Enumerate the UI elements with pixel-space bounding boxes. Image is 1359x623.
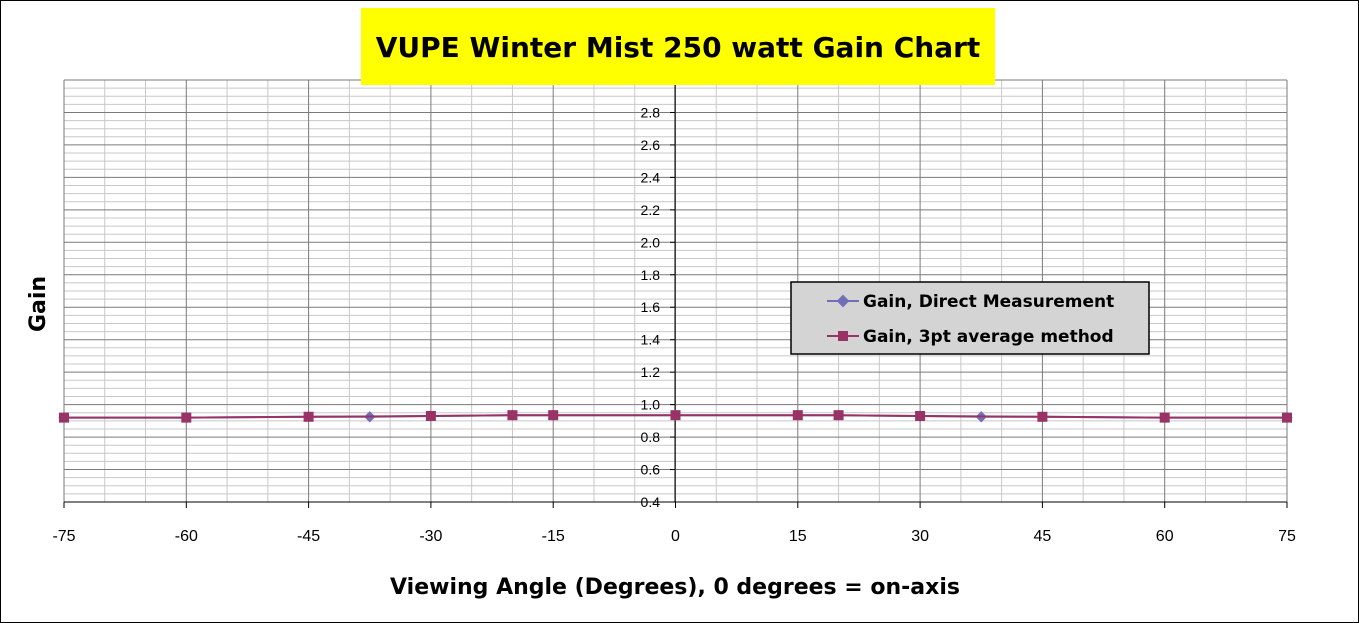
legend-box bbox=[790, 281, 1150, 355]
legend-marker-3pt bbox=[838, 331, 848, 341]
y-tick-label: 2.0 bbox=[641, 234, 661, 250]
y-tick-label: 2.6 bbox=[641, 137, 661, 153]
y-tick-label: 2.4 bbox=[641, 169, 661, 185]
x-tick-label: 45 bbox=[1034, 528, 1052, 545]
chart-title-background bbox=[361, 8, 995, 85]
legend: Gain, Direct Measurement Gain, 3pt avera… bbox=[790, 281, 1150, 355]
y-tick-label: 2.2 bbox=[641, 202, 661, 218]
x-axis-title: Viewing Angle (Degrees), 0 degrees = on-… bbox=[390, 575, 960, 600]
data-point bbox=[507, 410, 518, 421]
legend-label-3pt: Gain, 3pt average method bbox=[863, 327, 1114, 347]
data-point bbox=[1037, 411, 1048, 422]
y-tick-label: 1.6 bbox=[641, 299, 661, 315]
data-point bbox=[915, 410, 926, 421]
data-point bbox=[670, 410, 681, 421]
x-tick-label: 60 bbox=[1156, 528, 1174, 545]
data-point bbox=[548, 410, 559, 421]
x-tick-label: -30 bbox=[419, 528, 442, 545]
series-layer bbox=[58, 409, 1293, 424]
data-point bbox=[303, 411, 314, 422]
data-point bbox=[792, 410, 803, 421]
y-tick-label: 0.8 bbox=[641, 429, 661, 445]
data-point bbox=[1159, 412, 1170, 423]
y-tick-label: 0.4 bbox=[641, 494, 661, 510]
legend-label-direct: Gain, Direct Measurement bbox=[863, 292, 1114, 312]
x-tick-label: 30 bbox=[911, 528, 929, 545]
data-point bbox=[59, 412, 69, 423]
x-tick-label: -60 bbox=[175, 528, 198, 545]
x-tick-label: 0 bbox=[671, 528, 680, 545]
x-tick-label: -15 bbox=[542, 528, 565, 545]
x-tick-label: -45 bbox=[297, 528, 320, 545]
data-point bbox=[833, 410, 844, 421]
x-axis-ticks: -75 -60 -45 -30 -15 0 15 30 45 60 75 bbox=[52, 502, 1296, 545]
y-tick-label: 0.6 bbox=[641, 462, 661, 478]
data-point bbox=[425, 410, 436, 421]
x-tick-label: 15 bbox=[789, 528, 807, 545]
y-axis-ticks: 0.40.60.81.01.21.41.61.82.02.22.42.62.83… bbox=[641, 72, 675, 510]
y-tick-label: 1.2 bbox=[641, 364, 661, 380]
y-axis-title: Gain bbox=[26, 276, 51, 332]
series-1 bbox=[59, 410, 1292, 423]
y-tick-label: 1.0 bbox=[641, 397, 661, 413]
data-point bbox=[1282, 412, 1292, 423]
y-tick-label: 1.8 bbox=[641, 267, 661, 283]
data-point bbox=[181, 412, 192, 423]
x-tick-label: 75 bbox=[1278, 528, 1296, 545]
y-tick-label: 1.4 bbox=[641, 332, 661, 348]
y-tick-label: 2.8 bbox=[641, 104, 661, 120]
x-tick-label: -75 bbox=[52, 528, 75, 545]
chart-title: VUPE Winter Mist 250 watt Gain Chart bbox=[376, 31, 981, 64]
